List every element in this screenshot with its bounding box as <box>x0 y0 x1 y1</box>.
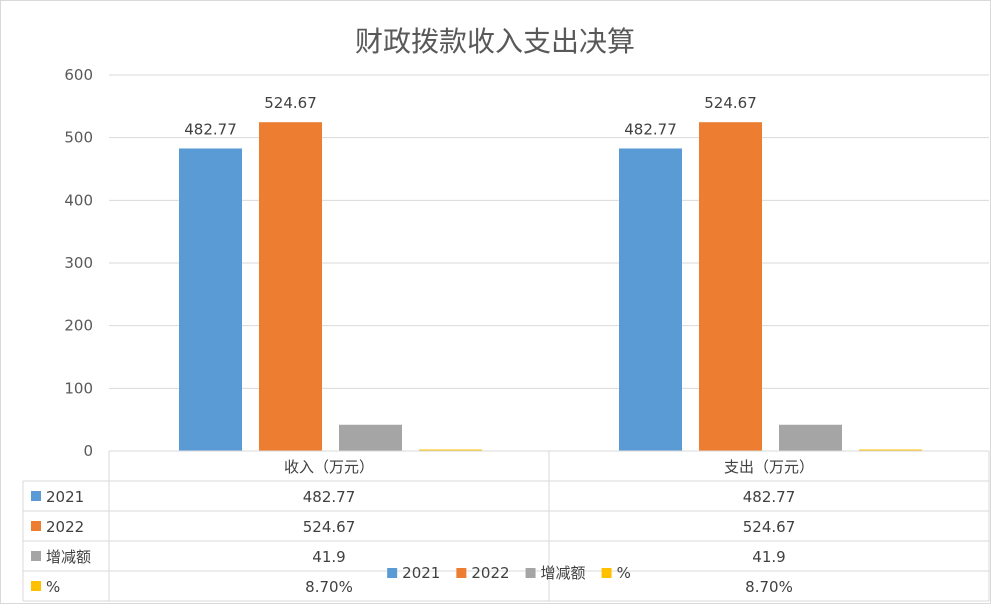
legend-item: 增减额 <box>525 564 586 582</box>
bar <box>419 449 482 451</box>
table-cell: 482.77 <box>743 488 796 506</box>
row-series-name: 2021 <box>46 488 84 506</box>
bar <box>259 122 322 452</box>
y-tick-label: 500 <box>64 129 93 147</box>
y-tick-label: 100 <box>64 379 93 397</box>
table-cell: 41.9 <box>312 548 345 566</box>
row-legend-key <box>31 491 41 501</box>
data-label: 482.77 <box>624 120 677 138</box>
legend-swatch <box>387 568 398 578</box>
table-cell: 524.67 <box>743 518 796 536</box>
y-tick-label: 600 <box>64 66 93 84</box>
table-cell: 41.9 <box>752 548 785 566</box>
table-cell: 482.77 <box>303 488 356 506</box>
legend-swatch <box>456 568 467 578</box>
data-label: 482.77 <box>184 120 237 138</box>
legend-swatch <box>601 568 612 578</box>
legend-label: 2022 <box>471 564 509 582</box>
bar <box>779 424 842 451</box>
table-cell: 8.70% <box>305 578 353 596</box>
data-table: 收入（万元） 支出（万元） 2021 482.77 482.77 2022 524.67 52… <box>22 450 990 602</box>
row-series-name: 2022 <box>46 518 84 536</box>
table-cell: 524.67 <box>303 518 356 536</box>
row-series-name: 增减额 <box>46 548 91 566</box>
data-labels: 482.77 524.67 482.77 524.67 <box>184 94 757 138</box>
y-tick-label: 400 <box>64 191 93 209</box>
category-label: 收入（万元） <box>284 458 374 476</box>
legend-item: % <box>601 564 631 582</box>
bar <box>859 449 922 451</box>
bar <box>179 148 242 452</box>
bars <box>179 122 922 452</box>
gridlines <box>109 74 989 452</box>
bar <box>699 122 762 452</box>
legend-swatch <box>525 568 536 578</box>
row-legend-key <box>31 581 41 591</box>
legend-item: 2022 <box>456 564 510 582</box>
data-label: 524.67 <box>704 94 757 112</box>
table-cell: 8.70% <box>745 578 793 596</box>
legend-label: 增减额 <box>541 564 586 582</box>
category-label: 支出（万元） <box>724 458 814 476</box>
legend-item: 2021 <box>387 564 440 582</box>
row-legend-key <box>31 551 41 561</box>
legend: 2021 2022 增减额% <box>387 564 631 582</box>
y-tick-label: 0 <box>83 442 93 460</box>
bar <box>339 424 402 451</box>
y-axis-ticks: 0 100 200 300 400 500 600 <box>64 66 93 460</box>
legend-label: % <box>617 564 631 582</box>
row-series-name: % <box>46 578 60 596</box>
y-tick-label: 300 <box>64 254 93 272</box>
legend-label: 2021 <box>402 564 440 582</box>
row-legend-key <box>31 521 41 531</box>
chart-title: 财政拨款收入支出决算 <box>355 25 635 58</box>
data-label: 524.67 <box>264 94 317 112</box>
y-tick-label: 200 <box>64 317 93 335</box>
bar <box>619 148 682 452</box>
